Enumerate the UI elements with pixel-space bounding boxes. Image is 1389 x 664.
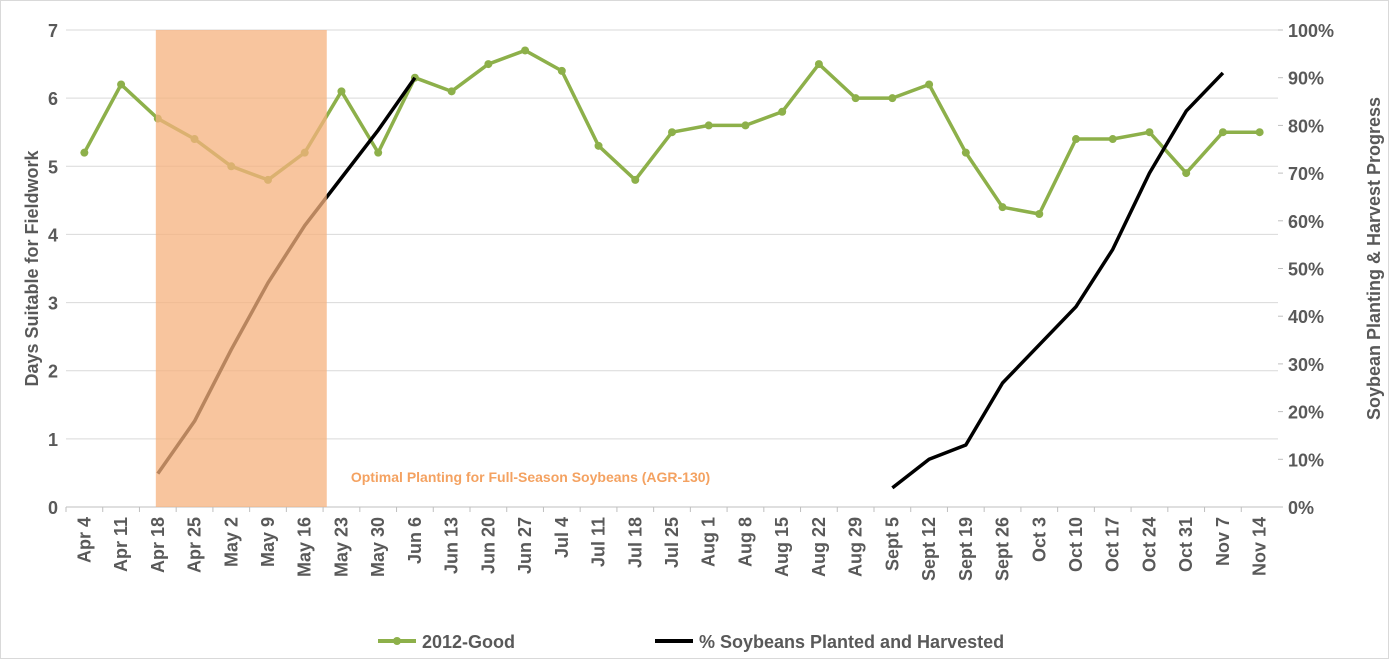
x-tick-label: May 9 [258,517,278,567]
x-tick-label: Apr 11 [111,517,131,572]
series-marker [704,121,713,130]
legend-label: 2012-Good [422,632,515,652]
x-tick-label: Jul 25 [662,517,682,568]
x-tick-label: Apr 25 [185,517,205,573]
y-tick-label: 5 [48,157,58,177]
y-tick-label: 4 [48,225,58,245]
series-marker [814,60,823,69]
x-tick-label: Sept 12 [919,517,939,581]
series-marker [594,141,603,150]
series-marker [961,148,970,157]
series-marker [888,94,897,103]
series-marker [851,94,860,103]
x-tick-label: Nov 7 [1213,517,1233,566]
series-marker [1255,128,1264,137]
x-tick-label: Oct 10 [1066,517,1086,572]
y-tick-label: 1 [48,430,58,450]
x-tick-label: May 30 [368,517,388,577]
series-marker [1072,135,1080,144]
y2-tick-label: 70% [1288,164,1324,184]
x-tick-label: Aug 1 [699,517,719,567]
series-marker [998,203,1007,212]
series-marker [80,148,89,157]
y2-tick-label: 20% [1288,403,1324,423]
y-tick-label: 2 [48,362,58,382]
shaded-region [155,30,327,507]
shaded-region-label: Optimal Planting for Full-Season Soybean… [351,469,710,485]
series-marker [557,66,566,75]
series-marker [778,107,787,116]
y-tick-label: 0 [48,498,58,518]
x-tick-label: Oct 17 [1103,517,1123,572]
x-tick-label: Aug 15 [772,517,792,577]
y-axis-title: Days Suitable for Fieldwork [22,149,42,386]
x-tick-label: Jun 13 [442,517,462,574]
x-tick-label: Aug 8 [735,517,755,567]
x-tick-label: Jul 4 [552,517,572,558]
x-tick-label: Sept 19 [956,517,976,581]
series-marker [668,128,676,137]
y-tick-label: 7 [48,21,58,41]
x-tick-label: Jul 18 [625,517,645,568]
x-tick-label: May 16 [295,517,315,577]
x-tick-label: Oct 3 [1029,517,1049,562]
series-marker [447,87,456,96]
x-tick-label: Jul 11 [589,517,609,567]
y2-tick-label: 0% [1288,498,1314,518]
y2-tick-label: 30% [1288,355,1324,375]
series-marker [1182,169,1191,178]
y2-tick-label: 60% [1288,212,1324,232]
x-tick-label: Jun 27 [515,517,535,574]
series-marker [1145,128,1154,137]
x-tick-label: Oct 24 [1139,517,1159,572]
x-tick-label: Apr 18 [148,517,168,573]
x-tick-label: May 2 [221,517,241,567]
series-marker [484,60,493,69]
x-tick-label: Oct 31 [1176,517,1196,572]
series-marker [1108,135,1117,144]
series-marker [337,87,346,96]
y2-tick-label: 10% [1288,450,1324,470]
y2-axis-title: Soybean Planting & Harvest Progress [1364,97,1384,420]
series-marker [631,175,640,184]
x-tick-label: Nov 14 [1250,517,1270,576]
series-marker [521,46,530,55]
x-tick-label: Sept 26 [993,517,1013,581]
x-tick-label: Sept 5 [882,517,902,571]
y2-tick-label: 40% [1288,307,1324,327]
y-tick-label: 3 [48,294,58,314]
y2-tick-label: 100% [1288,21,1334,41]
series-marker [117,80,126,89]
legend-marker [393,637,401,645]
x-tick-label: Apr 4 [74,517,94,563]
x-tick-label: Aug 22 [809,517,829,577]
series-marker [1035,209,1044,218]
series-marker [374,148,383,157]
series-marker [741,121,750,130]
series-marker [1218,128,1227,137]
x-tick-label: Aug 29 [846,517,866,577]
y-tick-label: 6 [48,89,58,109]
x-tick-label: May 23 [331,517,351,577]
y2-tick-label: 50% [1288,260,1324,280]
x-tick-label: Jun 6 [405,517,425,564]
y2-tick-label: 80% [1288,116,1324,136]
series-marker [925,80,934,89]
y2-tick-label: 90% [1288,69,1324,89]
x-tick-label: Jun 20 [478,517,498,574]
legend-label: % Soybeans Planted and Harvested [699,632,1004,652]
